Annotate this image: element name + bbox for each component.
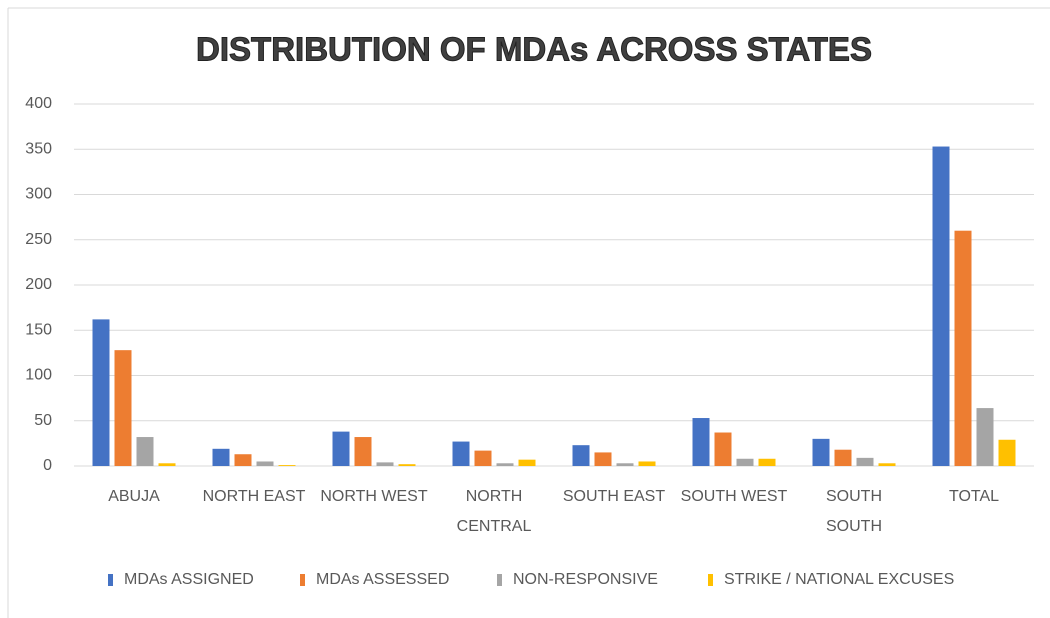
bar — [518, 459, 536, 466]
bar — [212, 448, 230, 466]
x-tick-label: NORTH CENTRAL — [456, 488, 532, 535]
bar — [954, 230, 972, 466]
bar — [758, 458, 776, 466]
legend-swatch — [708, 574, 713, 586]
bar — [376, 462, 394, 466]
bar — [234, 454, 252, 466]
legend-label: MDAs ASSIGNED — [124, 571, 254, 588]
y-tick-label: 350 — [25, 140, 52, 157]
y-tick-label: 200 — [25, 276, 52, 293]
bar — [452, 441, 470, 466]
legend-label: NON-RESPONSIVE — [513, 571, 658, 588]
bar — [878, 463, 896, 466]
bar — [158, 463, 176, 466]
bar — [572, 445, 590, 466]
legend-swatch — [497, 574, 502, 586]
bar — [332, 431, 350, 466]
y-tick-label: 300 — [25, 186, 52, 203]
legend-label: MDAs ASSESSED — [316, 571, 449, 588]
legend-swatch — [300, 574, 305, 586]
bar — [856, 457, 874, 466]
bar — [92, 319, 110, 466]
bar — [638, 461, 656, 466]
bar — [616, 463, 634, 466]
bar — [812, 438, 830, 466]
y-tick-label: 400 — [25, 95, 52, 112]
y-tick-label: 0 — [43, 457, 52, 474]
x-tick-label: SOUTH SOUTH — [826, 488, 882, 535]
bar — [496, 463, 514, 466]
bar — [136, 437, 154, 466]
bar — [474, 450, 492, 466]
y-tick-label: 250 — [25, 231, 52, 248]
y-tick-label: 50 — [34, 412, 52, 429]
bar — [256, 461, 274, 466]
y-tick-label: 100 — [25, 367, 52, 384]
bar — [692, 418, 710, 466]
bar — [932, 146, 950, 466]
bar — [976, 408, 994, 466]
x-tick-label: SOUTH EAST — [562, 488, 666, 505]
legend-swatch — [108, 574, 113, 586]
x-tick-label: NORTH WEST — [320, 488, 428, 505]
legend-label: STRIKE / NATIONAL EXCUSES — [724, 571, 954, 588]
bar — [114, 350, 132, 466]
bar — [354, 437, 372, 466]
x-tick-label: NORTH EAST — [202, 488, 306, 505]
bar — [834, 449, 852, 466]
bar — [278, 465, 296, 466]
x-tick-label: TOTAL — [948, 488, 1000, 505]
y-tick-label: 150 — [25, 321, 52, 338]
x-tick-label: ABUJA — [108, 488, 160, 505]
x-tick-label: SOUTH WEST — [680, 488, 788, 505]
chart-title: DISTRIBUTION OF MDAs ACROSS STATES — [196, 31, 872, 68]
bar — [594, 452, 612, 466]
bar — [998, 439, 1016, 466]
bar — [398, 464, 416, 466]
bar — [736, 458, 754, 466]
bar — [714, 432, 732, 466]
